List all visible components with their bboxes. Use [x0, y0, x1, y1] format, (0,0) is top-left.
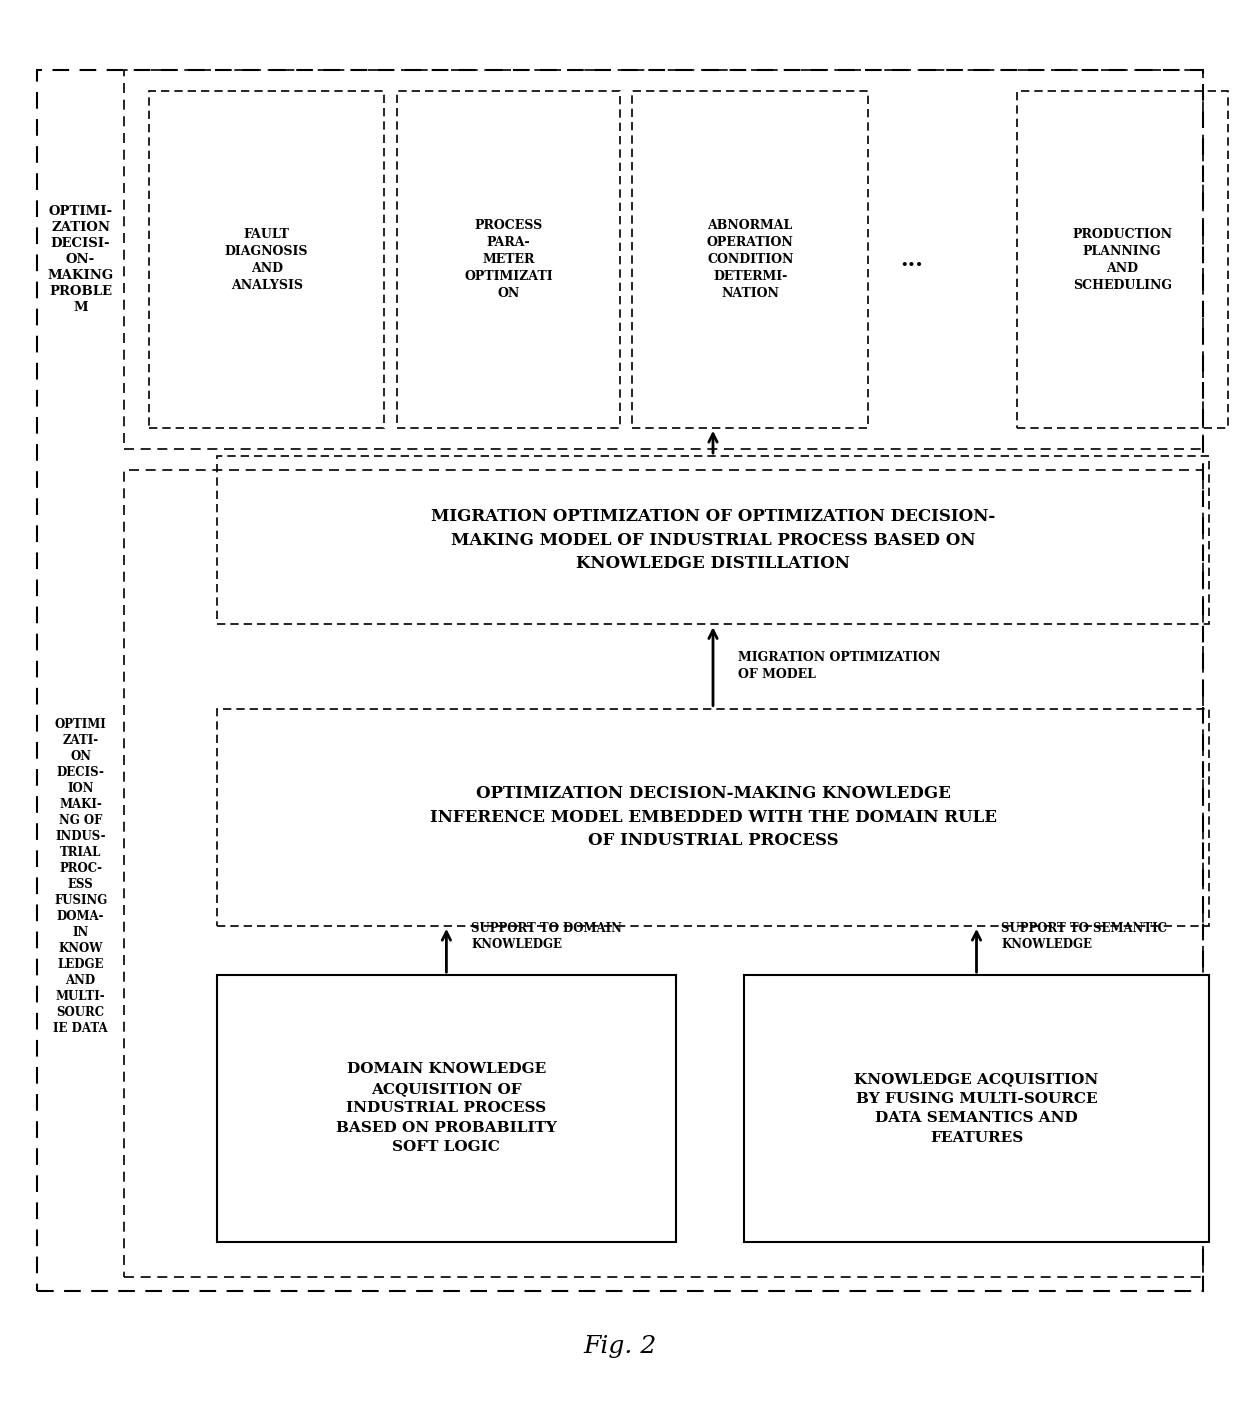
Text: SUPPORT TO SEMANTIC
KNOWLEDGE: SUPPORT TO SEMANTIC KNOWLEDGE	[1002, 922, 1167, 951]
Text: KNOWLEDGE ACQUISITION
BY FUSING MULTI-SOURCE
DATA SEMANTICS AND
FEATURES: KNOWLEDGE ACQUISITION BY FUSING MULTI-SO…	[854, 1072, 1099, 1145]
Text: PROCESS
PARA-
METER
OPTIMIZATI
ON: PROCESS PARA- METER OPTIMIZATI ON	[464, 219, 553, 300]
Text: OPTIMI
ZATI-
ON
DECIS-
ION
MAKI-
NG OF
INDUS-
TRIAL
PROC-
ESS
FUSING
DOMA-
IN
KN: OPTIMI ZATI- ON DECIS- ION MAKI- NG OF I…	[53, 718, 108, 1035]
Text: ...: ...	[900, 248, 923, 271]
FancyBboxPatch shape	[217, 975, 676, 1242]
Text: DOMAIN KNOWLEDGE
ACQUISITION OF
INDUSTRIAL PROCESS
BASED ON PROBABILITY
SOFT LOG: DOMAIN KNOWLEDGE ACQUISITION OF INDUSTRI…	[336, 1062, 557, 1155]
Text: PRODUCTION
PLANNING
AND
SCHEDULING: PRODUCTION PLANNING AND SCHEDULING	[1073, 227, 1172, 292]
Text: FAULT
DIAGNOSIS
AND
ANALYSIS: FAULT DIAGNOSIS AND ANALYSIS	[224, 227, 309, 292]
FancyBboxPatch shape	[744, 975, 1209, 1242]
Text: MIGRATION OPTIMIZATION OF OPTIMIZATION DECISION-
MAKING MODEL OF INDUSTRIAL PROC: MIGRATION OPTIMIZATION OF OPTIMIZATION D…	[430, 508, 996, 572]
Text: OPTIMI-
ZATION
DECISI-
ON-
MAKING
PROBLE
M: OPTIMI- ZATION DECISI- ON- MAKING PROBLE…	[47, 205, 114, 314]
Text: SUPPORT TO DOMAIN
KNOWLEDGE: SUPPORT TO DOMAIN KNOWLEDGE	[471, 922, 622, 951]
Text: OPTIMIZATION DECISION-MAKING KNOWLEDGE
INFERENCE MODEL EMBEDDED WITH THE DOMAIN : OPTIMIZATION DECISION-MAKING KNOWLEDGE I…	[429, 786, 997, 849]
Text: ABNORMAL
OPERATION
CONDITION
DETERMI-
NATION: ABNORMAL OPERATION CONDITION DETERMI- NA…	[707, 219, 794, 300]
Text: Fig. 2: Fig. 2	[583, 1336, 657, 1358]
Text: MIGRATION OPTIMIZATION
OF MODEL: MIGRATION OPTIMIZATION OF MODEL	[738, 651, 940, 682]
